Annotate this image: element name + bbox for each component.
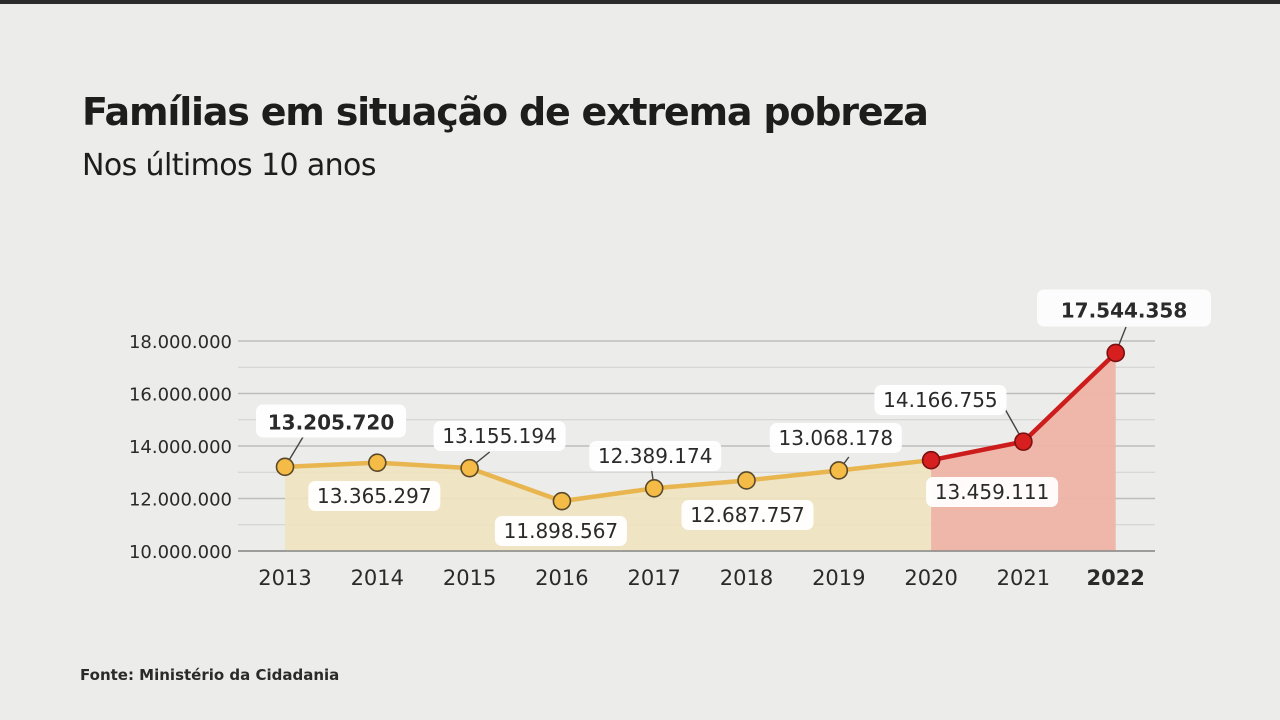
chart-subtitle: Nos últimos 10 anos bbox=[82, 148, 376, 183]
data-label: 13.459.111 bbox=[935, 480, 1050, 504]
data-point bbox=[460, 458, 479, 478]
x-tick-label: 2020 bbox=[904, 566, 957, 590]
data-label: 13.205.720 bbox=[268, 410, 395, 434]
data-point bbox=[829, 461, 849, 480]
data-label: 12.687.757 bbox=[690, 503, 805, 527]
data-label-bg bbox=[256, 404, 406, 438]
chart-title: Famílias em situação de extrema pobreza bbox=[82, 90, 929, 134]
y-tick-label: 14.000.000 bbox=[129, 437, 232, 458]
y-tick-label: 12.000.000 bbox=[129, 490, 232, 511]
data-label: 14.166.755 bbox=[883, 388, 998, 412]
x-tick-label: 2021 bbox=[997, 566, 1050, 590]
source-note: Fonte: Ministério da Cidadania bbox=[80, 666, 340, 684]
data-label: 12.389.174 bbox=[598, 444, 713, 468]
data-label-bg bbox=[681, 500, 814, 530]
data-label: 13.155.194 bbox=[442, 424, 557, 448]
data-point bbox=[275, 457, 295, 477]
data-label-bg bbox=[1037, 289, 1211, 327]
x-tick-label: 2013 bbox=[258, 566, 311, 590]
x-tick-label: 2015 bbox=[443, 566, 496, 590]
data-label: 11.898.567 bbox=[504, 519, 619, 543]
x-tick-label: 2018 bbox=[720, 566, 773, 590]
top-border bbox=[0, 0, 1280, 4]
data-label: 13.068.178 bbox=[779, 426, 894, 450]
x-tick-label: 2014 bbox=[351, 566, 404, 590]
x-tick-label: 2016 bbox=[535, 566, 588, 590]
data-label-bg bbox=[769, 423, 902, 453]
y-tick-label: 10.000.000 bbox=[129, 542, 232, 563]
data-point bbox=[1014, 432, 1033, 451]
data-label-bg bbox=[494, 516, 627, 546]
data-label: 17.544.358 bbox=[1061, 299, 1188, 323]
data-label-bg bbox=[589, 441, 722, 471]
series-line-yellow bbox=[284, 457, 932, 504]
data-point bbox=[367, 453, 387, 472]
x-tick-label: 2017 bbox=[627, 566, 680, 590]
data-point bbox=[644, 478, 664, 498]
data-label-bg bbox=[926, 477, 1059, 507]
data-point bbox=[921, 450, 941, 470]
data-point bbox=[552, 491, 572, 511]
y-tick-label: 16.000.000 bbox=[129, 385, 232, 406]
y-tick-label: 18.000.000 bbox=[129, 332, 232, 353]
data-label-bg bbox=[874, 385, 1007, 415]
data-point bbox=[1106, 343, 1125, 363]
x-tick-label: 2022 bbox=[1086, 566, 1144, 590]
data-label: 13.365.297 bbox=[317, 484, 432, 508]
data-point bbox=[737, 471, 756, 490]
data-label-bg bbox=[433, 421, 566, 451]
x-tick-label: 2019 bbox=[812, 566, 865, 590]
data-label-bg bbox=[308, 481, 441, 511]
